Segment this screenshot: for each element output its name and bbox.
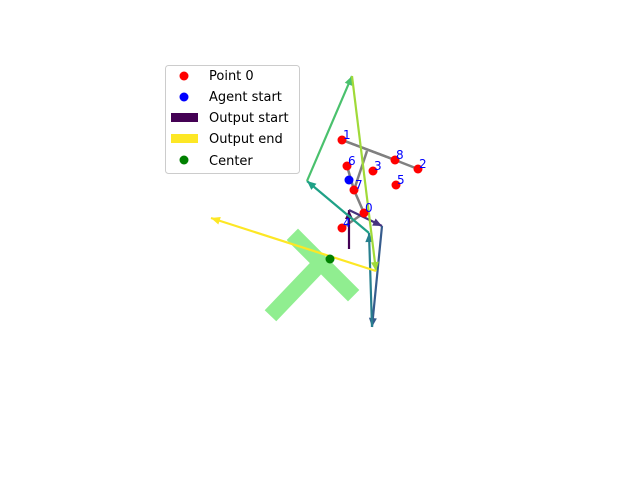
keypoint-1 [337,135,347,145]
path-segment-5 [305,75,354,182]
path-segment-4 [306,180,370,234]
legend-marker-center [179,155,189,165]
keypoint-3 [368,166,378,176]
path-arrowhead-7 [211,216,221,225]
path-segment-2 [370,225,384,328]
legend-label-output-start: Output start [209,111,289,126]
legend: Point 0 Agent start Output start Output … [165,65,300,174]
path-segment-3 [367,232,374,328]
keypoint-label-6: 6 [348,154,356,168]
keypoint-label-1: 1 [343,128,351,142]
keypoints [325,135,423,264]
keypoint-7 [349,185,359,195]
legend-marker-point0 [179,71,189,81]
keypoint-2 [413,164,423,174]
keypoint-label-4: 4 [343,216,351,230]
keypoint-6 [342,161,352,171]
path-arrowhead-4 [307,181,317,190]
keypoint-5 [391,180,401,190]
agent-start-marker [344,175,354,185]
skeleton-spine [352,150,369,191]
legend-label-output-end: Output end [209,132,283,147]
path-segment-7 [210,216,377,273]
legend-marker-agent-start [179,92,189,102]
keypoint-label-2: 2 [419,157,427,171]
path-segment-6 [350,75,378,272]
path-arrowhead-5 [344,76,353,86]
legend-marker-output-start [171,113,198,122]
keypoint-label-8: 8 [396,148,404,162]
legend-label-agent-start: Agent start [209,90,282,105]
output-path [210,75,384,328]
keypoint-4 [337,223,347,233]
center-marker [325,254,335,264]
legend-label-center: Center [209,154,253,169]
path-arrowhead-1 [372,218,382,226]
legend-marker-output-end [171,134,198,143]
keypoint-8 [390,155,400,165]
keypoint-label-3: 3 [374,159,382,173]
keypoint-label-5: 5 [397,173,405,187]
skeleton-segment-2 [341,138,396,162]
keypoint-label-0: 0 [365,201,373,215]
keypoint-label-7: 7 [355,178,363,192]
legend-label-point0: Point 0 [209,69,254,84]
keypoint-labels: 0 1 2 3 4 5 6 7 8 [343,128,427,230]
path-arrowhead-6 [370,261,379,271]
legend-frame [165,65,300,174]
keypoint-0 [359,208,369,218]
shape-bar-b [264,254,330,322]
